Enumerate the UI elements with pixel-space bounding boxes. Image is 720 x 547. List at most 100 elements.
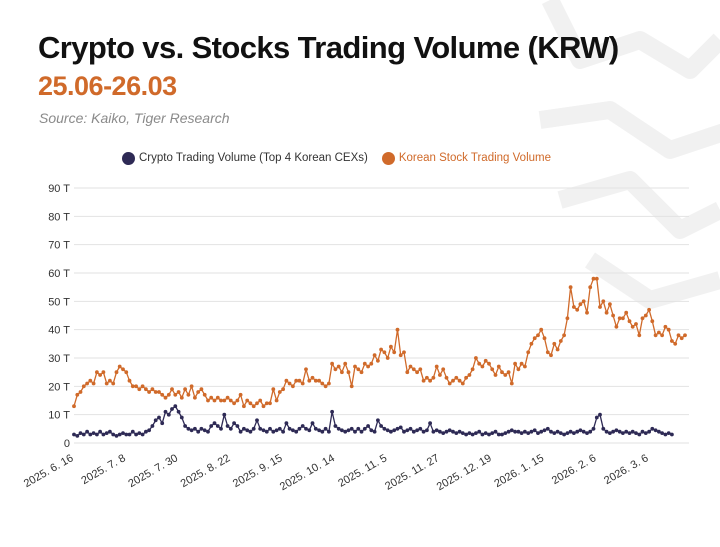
data-point-stock: [379, 347, 383, 352]
data-point-crypto: [490, 431, 495, 435]
data-point-crypto: [346, 428, 351, 433]
data-point-crypto: [313, 426, 318, 431]
data-point-crypto: [91, 431, 96, 435]
chart-subtitle: 25.06-26.03: [38, 71, 177, 101]
data-point-stock: [405, 370, 410, 375]
data-point-stock: [359, 370, 364, 375]
data-point-stock: [549, 353, 553, 358]
data-point-stock: [438, 373, 442, 377]
data-point-crypto: [532, 428, 537, 433]
data-point-crypto: [121, 431, 125, 435]
data-point-stock: [392, 350, 397, 355]
data-point-stock: [634, 322, 638, 326]
data-point-crypto: [114, 434, 119, 438]
data-point-crypto: [251, 426, 256, 431]
data-point-crypto: [228, 426, 233, 431]
data-point-stock: [85, 381, 89, 386]
data-point-stock: [238, 392, 243, 397]
data-point-crypto: [640, 429, 645, 434]
data-point-stock: [509, 381, 514, 386]
data-point-stock: [594, 276, 599, 281]
data-point-stock: [389, 344, 393, 349]
data-point-crypto: [104, 431, 109, 435]
data-point-stock: [513, 361, 517, 366]
data-point-stock: [545, 350, 550, 355]
data-point-crypto: [405, 428, 410, 433]
data-point-crypto: [588, 429, 593, 434]
y-tick-label: 80 T: [48, 211, 70, 223]
data-point-crypto: [101, 432, 106, 437]
data-point-crypto: [513, 429, 517, 434]
data-point-stock: [683, 333, 687, 338]
data-point-crypto: [621, 431, 625, 435]
data-point-stock: [294, 378, 299, 383]
data-point-stock: [503, 373, 508, 377]
legend-item-stock[interactable]: Korean Stock Trading Volume: [381, 151, 551, 165]
y-tick-label: 20 T: [48, 381, 70, 393]
data-point-stock: [591, 276, 596, 281]
data-point-stock: [287, 381, 292, 386]
data-point-stock: [536, 333, 540, 338]
data-point-crypto: [88, 432, 93, 437]
data-point-crypto: [284, 421, 289, 426]
data-point-stock: [555, 347, 560, 352]
y-tick-label: 40 T: [48, 325, 70, 337]
data-point-crypto: [356, 426, 361, 431]
data-point-stock: [310, 375, 315, 380]
data-point-crypto: [470, 432, 475, 437]
data-point-crypto: [428, 421, 432, 426]
data-point-stock: [575, 307, 580, 312]
data-point-crypto: [496, 432, 501, 437]
data-point-stock: [91, 381, 96, 386]
data-point-crypto: [150, 424, 155, 428]
data-point-stock: [95, 370, 99, 375]
y-tick-label: 0: [64, 438, 70, 450]
data-point-stock: [277, 390, 282, 394]
x-tick-label: 2026. 1. 15: [492, 452, 546, 490]
data-point-crypto: [111, 432, 116, 437]
data-point-crypto: [72, 432, 76, 437]
data-point-crypto: [362, 426, 367, 431]
data-point-crypto: [464, 432, 468, 437]
data-point-stock: [346, 370, 351, 375]
y-tick-label: 50 T: [48, 296, 70, 308]
data-point-stock: [101, 370, 106, 375]
data-point-crypto: [300, 424, 305, 428]
data-point-crypto: [310, 421, 315, 426]
data-point-crypto: [117, 432, 122, 437]
data-point-crypto: [248, 429, 253, 434]
data-point-crypto: [670, 432, 674, 437]
data-point-crypto: [431, 429, 436, 434]
data-point-stock: [170, 387, 174, 392]
data-point-stock: [163, 395, 168, 400]
data-point-crypto: [555, 429, 560, 434]
data-point-crypto: [506, 429, 511, 434]
data-point-stock: [480, 364, 485, 369]
data-point-stock: [140, 384, 145, 389]
data-point-stock: [411, 367, 416, 372]
legend-item-crypto[interactable]: Crypto Trading Volume (Top 4 Korean CEXs…: [122, 151, 368, 165]
data-point-stock: [291, 384, 295, 389]
data-point-stock: [108, 378, 112, 383]
data-point-stock: [474, 356, 478, 360]
data-point-stock: [274, 398, 279, 403]
data-point-crypto: [196, 429, 201, 434]
data-point-crypto: [379, 424, 383, 428]
data-point-stock: [428, 378, 432, 383]
data-point-crypto: [447, 428, 452, 433]
data-point-stock: [333, 367, 338, 372]
data-point-stock: [209, 395, 214, 400]
data-point-stock: [340, 370, 344, 375]
data-point-stock: [206, 398, 210, 403]
data-point-crypto: [487, 432, 491, 437]
data-point-crypto: [134, 432, 139, 437]
data-point-crypto: [98, 429, 102, 434]
data-point-crypto: [75, 434, 80, 438]
legend-label-crypto: Crypto Trading Volume (Top 4 Korean CEXs…: [139, 152, 368, 164]
data-point-crypto: [630, 429, 635, 434]
data-point-crypto: [441, 431, 446, 435]
data-point-crypto: [519, 431, 524, 435]
data-point-crypto: [451, 429, 455, 434]
data-point-crypto: [457, 429, 462, 434]
data-point-crypto: [349, 426, 354, 431]
